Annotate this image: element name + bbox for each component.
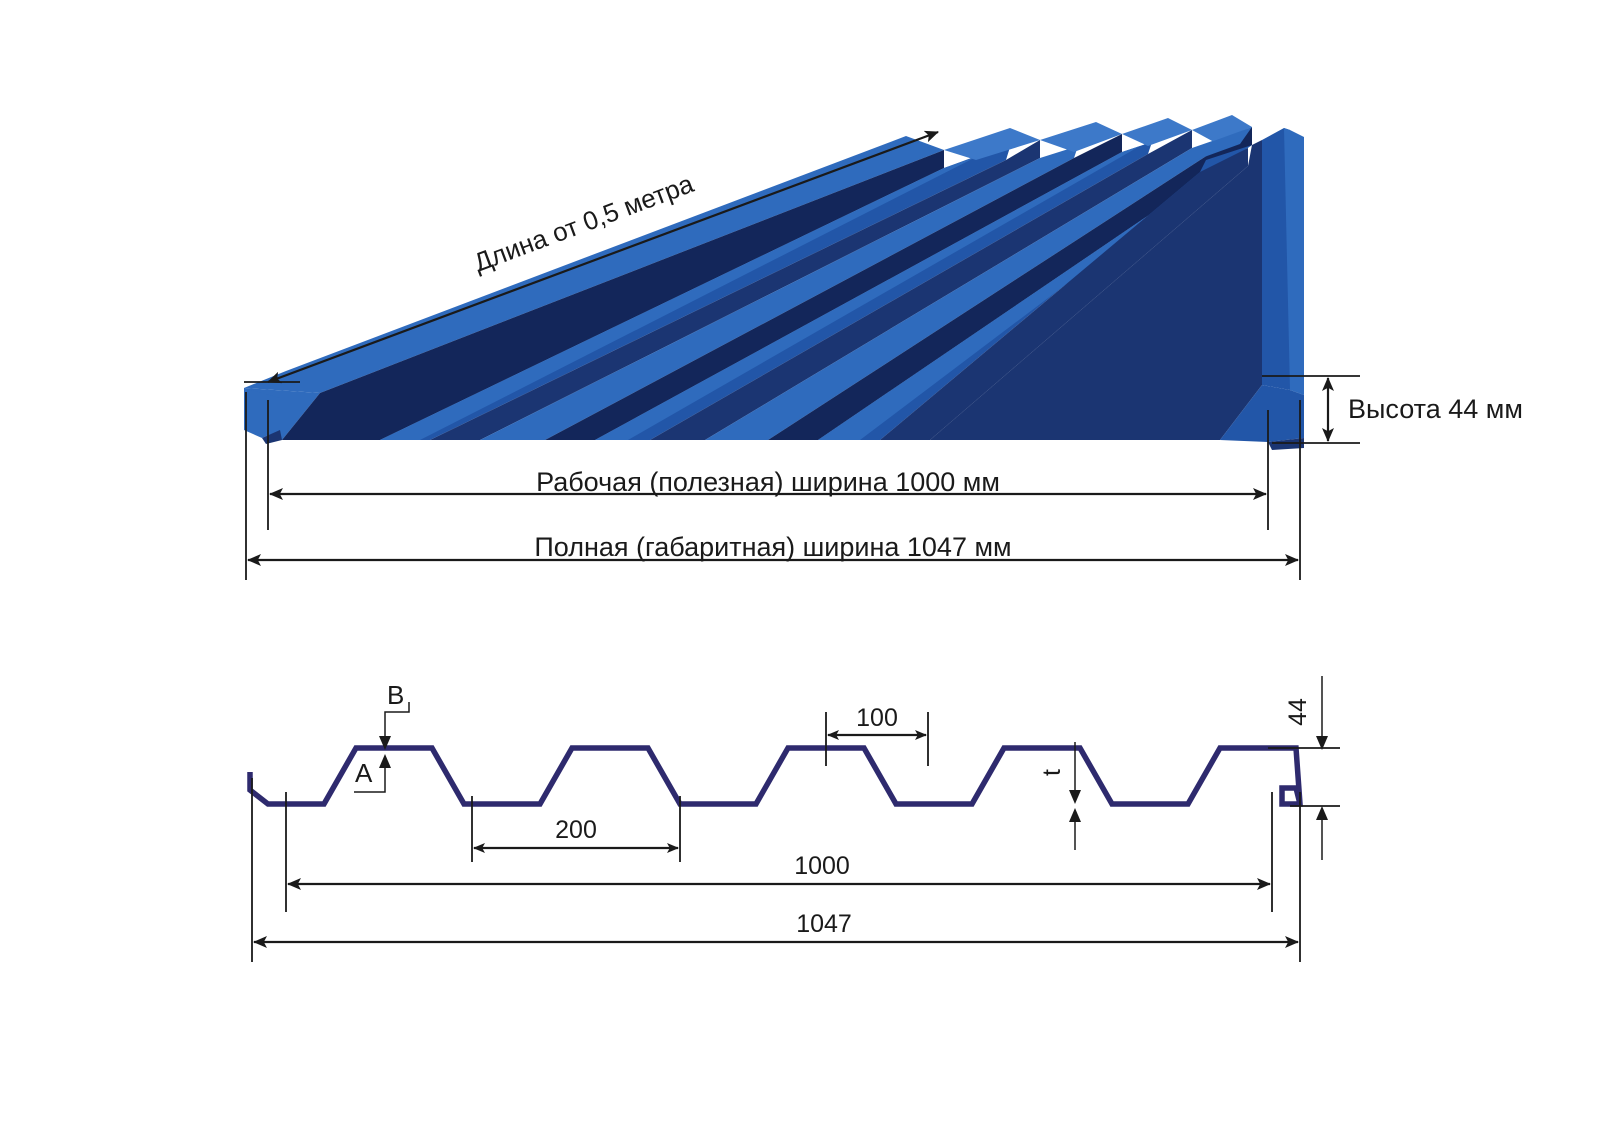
sheet-rib-top (1196, 127, 1252, 160)
sheet-rib-top (1192, 115, 1252, 142)
marker-a-group: A (354, 754, 391, 793)
sheet-rib-top (1040, 122, 1122, 152)
sheet-end-rib-edge (1284, 128, 1304, 395)
sheet-rib-top (944, 128, 1040, 160)
section-height-label: 44 (1284, 698, 1312, 726)
marker-a-label: A (355, 758, 373, 788)
sheet-end-rib-face (930, 140, 1262, 440)
profile-polyline (247, 745, 1303, 807)
section-overall-width-label: 1047 (796, 910, 852, 938)
crest-width-label: 100 (856, 704, 898, 732)
sheet-end-rib-lip-shadow (1268, 438, 1304, 450)
height-label: Высота 44 мм (1348, 394, 1523, 424)
section-working-width-label: 1000 (794, 852, 850, 880)
length-dimension-arrow (267, 130, 939, 384)
sheet-end-rib-side (1262, 128, 1290, 390)
sheet-left-edge-shadow (262, 430, 282, 444)
sheet-left-edge-return (244, 388, 280, 438)
marker-b-label: B (387, 680, 404, 710)
sheet-rib-web (880, 148, 1248, 440)
sheet-rib-top (1122, 118, 1192, 146)
working-width-label: Рабочая (полезная) ширина 1000 мм (536, 467, 1000, 497)
sheet-end-rib-lip (1220, 385, 1304, 442)
overall-width-label: Полная (габаритная) ширина 1047 мм (534, 532, 1011, 562)
pitch-label: 200 (555, 816, 597, 844)
thickness-marker-group: t (1038, 742, 1081, 850)
marker-b-group: B (379, 680, 410, 750)
thickness-label: t (1038, 769, 1066, 776)
